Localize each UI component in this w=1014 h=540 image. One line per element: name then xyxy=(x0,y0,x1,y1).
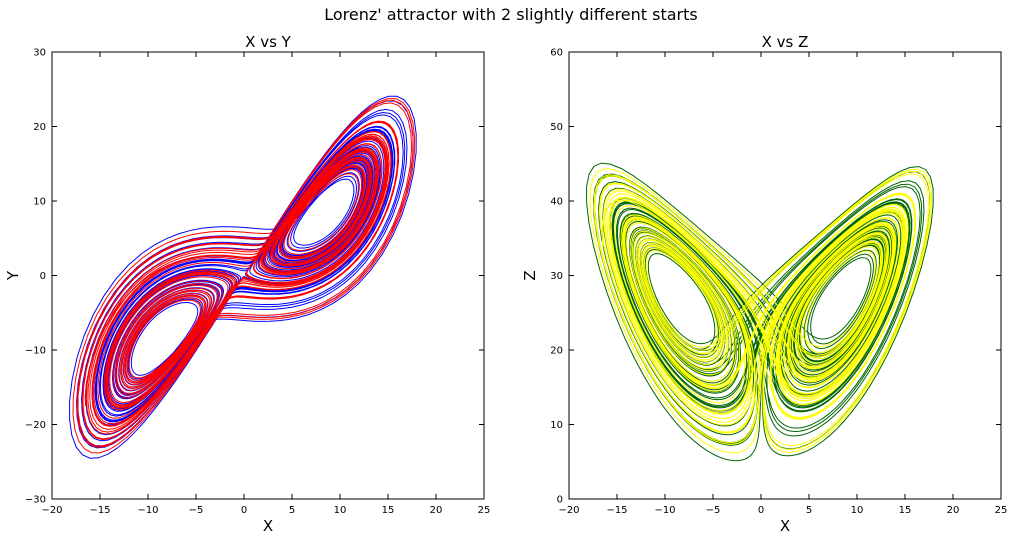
y-axis-label: Y xyxy=(4,270,22,281)
x-tick-label: 25 xyxy=(478,505,491,516)
x-tick-label: 20 xyxy=(430,505,443,516)
y-axis-label: Z xyxy=(521,270,539,280)
y-tick-label: 30 xyxy=(33,48,46,59)
series-line-2 xyxy=(72,98,416,454)
x-tick-label: −10 xyxy=(654,505,675,516)
y-tick-label: 10 xyxy=(550,420,563,431)
y-tick-label: −20 xyxy=(25,420,46,431)
series-line-2 xyxy=(589,168,933,454)
x-tick-label: 0 xyxy=(241,505,247,516)
x-tick-label: 25 xyxy=(995,505,1008,516)
x-tick-label: 5 xyxy=(289,505,295,516)
x-tick-label: 5 xyxy=(806,505,812,516)
axes-title: X vs Y xyxy=(245,33,292,51)
axes-x-vs-z: −20 −15 −10 −5 0 5 10 15 20 25 0 10 20 30 40 50 60 X vs Z… xyxy=(521,33,1007,535)
x-tick-label: −20 xyxy=(41,505,62,516)
y-tick-label: 0 xyxy=(40,271,46,282)
y-tick-label: 30 xyxy=(550,271,563,282)
x-tick-label: 10 xyxy=(851,505,864,516)
y-tick-label: −10 xyxy=(25,346,46,357)
y-tick-label: 20 xyxy=(33,122,46,133)
x-tick-label: 15 xyxy=(899,505,912,516)
x-axis-label: X xyxy=(263,517,273,535)
y-tick-label: −30 xyxy=(25,495,46,506)
y-tick-label: 10 xyxy=(33,197,46,208)
x-tick-label: 10 xyxy=(334,505,347,516)
x-tick-label: −5 xyxy=(706,505,721,516)
y-tick-label: 50 xyxy=(550,122,563,133)
x-tick-label: 20 xyxy=(947,505,960,516)
x-tick-label: 0 xyxy=(758,505,764,516)
y-tick-label: 60 xyxy=(550,48,563,59)
x-tick-label: −20 xyxy=(558,505,579,516)
y-tick-label: 20 xyxy=(550,346,563,357)
axes-title: X vs Z xyxy=(762,33,809,51)
x-tick-label: −15 xyxy=(89,505,110,516)
x-tick-label: −5 xyxy=(189,505,204,516)
y-tick-label: 0 xyxy=(557,495,563,506)
y-tick-label: 40 xyxy=(550,197,563,208)
series-line-1 xyxy=(69,95,417,459)
x-axis-label: X xyxy=(780,517,790,535)
x-tick-label: −15 xyxy=(606,505,627,516)
x-tick-label: −10 xyxy=(137,505,158,516)
figure-suptitle: Lorenz' attractor with 2 slightly differ… xyxy=(324,5,698,24)
x-tick-label: 15 xyxy=(382,505,395,516)
